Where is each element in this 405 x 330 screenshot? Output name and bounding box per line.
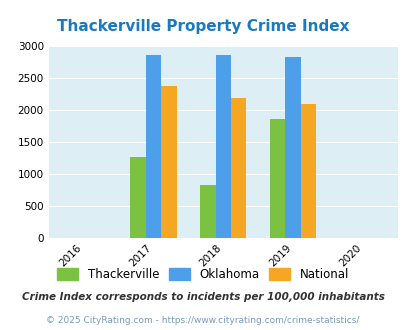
Text: © 2025 CityRating.com - https://www.cityrating.com/crime-statistics/: © 2025 CityRating.com - https://www.city… bbox=[46, 315, 359, 325]
Bar bbox=[130, 157, 145, 238]
Text: Thackerville Property Crime Index: Thackerville Property Crime Index bbox=[57, 19, 348, 34]
Text: Crime Index corresponds to incidents per 100,000 inhabitants: Crime Index corresponds to incidents per… bbox=[21, 292, 384, 302]
Bar bbox=[200, 185, 215, 238]
Bar bbox=[269, 119, 285, 238]
Legend: Thackerville, Oklahoma, National: Thackerville, Oklahoma, National bbox=[52, 263, 353, 286]
Bar bbox=[161, 86, 176, 238]
Bar bbox=[285, 57, 300, 238]
Bar bbox=[215, 55, 230, 238]
Bar bbox=[230, 98, 246, 238]
Bar bbox=[300, 104, 315, 238]
Bar bbox=[145, 55, 161, 238]
